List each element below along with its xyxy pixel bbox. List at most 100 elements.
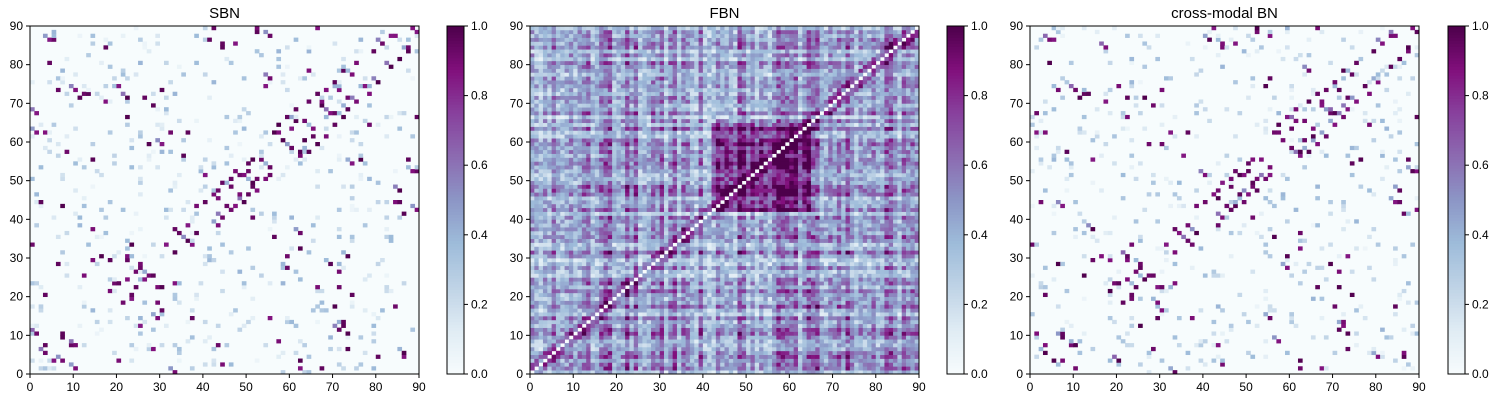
heatmap-cell (539, 289, 544, 293)
heatmap-cell (660, 212, 665, 216)
heatmap-cell (807, 227, 812, 231)
heatmap-cell (556, 362, 561, 366)
heatmap-cell (902, 219, 907, 223)
heatmap-cell (884, 324, 889, 328)
heatmap-cell (729, 355, 734, 359)
heatmap-cell (315, 92, 320, 96)
heatmap-cell (138, 38, 143, 42)
heatmap-cell (612, 331, 617, 335)
heatmap-cell (884, 335, 889, 339)
heatmap-cell (833, 219, 838, 223)
heatmap-cell (569, 355, 574, 359)
heatmap-cell (578, 320, 583, 324)
heatmap-cell (47, 359, 52, 363)
heatmap-cell (828, 289, 833, 293)
heatmap-cell (871, 324, 876, 328)
heatmap-cell (543, 335, 548, 339)
heatmap-cell (733, 208, 738, 212)
heatmap-cell (690, 301, 695, 305)
heatmap-cell (846, 277, 851, 281)
heatmap-cell (815, 343, 820, 347)
heatmap-cell (876, 355, 881, 359)
heatmap-cell (737, 297, 742, 301)
heatmap-cell (902, 266, 907, 270)
heatmap-cell (755, 339, 760, 343)
heatmap-cell (642, 219, 647, 223)
heatmap-cell (134, 26, 139, 30)
heatmap-cell (811, 293, 816, 297)
heatmap-cell (164, 215, 169, 219)
heatmap-cell (902, 308, 907, 312)
heatmap-cell (837, 215, 842, 219)
heatmap-cell (616, 262, 621, 266)
x-tick-label: 0 (27, 380, 34, 394)
heatmap-cell (638, 320, 643, 324)
colorbar-step (447, 116, 464, 119)
heatmap-cell (190, 219, 195, 223)
heatmap-cell (902, 262, 907, 266)
heatmap-cell (625, 324, 630, 328)
colorbar-step (447, 113, 464, 116)
heatmap-cell (863, 223, 868, 227)
heatmap-cell (707, 343, 712, 347)
heatmap-cell (608, 200, 613, 204)
heatmap-cell (871, 235, 876, 239)
heatmap-cell (794, 289, 799, 293)
heatmap-cell (729, 270, 734, 274)
heatmap-cell (802, 200, 807, 204)
heatmap-cell (686, 351, 691, 355)
heatmap-cell (595, 301, 600, 305)
heatmap-cell (759, 277, 764, 281)
heatmap-cell (638, 355, 643, 359)
heatmap-cell (897, 285, 902, 289)
heatmap-cell (712, 262, 717, 266)
heatmap-cell (530, 289, 535, 293)
heatmap-cell (668, 277, 673, 281)
heatmap-cell (858, 347, 863, 351)
heatmap-cell (203, 254, 208, 258)
heatmap-cell (621, 324, 626, 328)
heatmap-cell (846, 223, 851, 227)
heatmap-cell (854, 301, 859, 305)
heatmap-cell (807, 328, 812, 332)
heatmap-cell (763, 254, 768, 258)
heatmap-cell (858, 289, 863, 293)
heatmap-cell (841, 243, 846, 247)
heatmap-cell (828, 281, 833, 285)
heatmap-cell (871, 301, 876, 305)
heatmap-cell (586, 231, 591, 235)
heatmap-cell (742, 212, 747, 216)
heatmap-cell (578, 262, 583, 266)
heatmap-cell (681, 316, 686, 320)
heatmap-cell (578, 281, 583, 285)
heatmap-cell (759, 239, 764, 243)
heatmap-cell (129, 231, 134, 235)
heatmap-cell (742, 312, 747, 316)
heatmap-cell (556, 250, 561, 254)
heatmap-cell (807, 243, 812, 247)
heatmap-cell (565, 285, 570, 289)
heatmap-cell (668, 351, 673, 355)
colorbar-step (447, 107, 464, 110)
heatmap-cell (367, 84, 372, 88)
heatmap-cell (337, 208, 342, 212)
heatmap-cell (547, 196, 552, 200)
heatmap-cell (552, 204, 557, 208)
heatmap-cell (712, 293, 717, 297)
heatmap-cell (712, 308, 717, 312)
heatmap-cell (837, 204, 842, 208)
colorbar-step (447, 229, 464, 232)
heatmap-cell (733, 239, 738, 243)
heatmap-cell (608, 254, 613, 258)
heatmap-cell (871, 243, 876, 247)
heatmap-cell (902, 362, 907, 366)
heatmap-cell (99, 173, 104, 177)
heatmap-cell (350, 130, 355, 134)
heatmap-cell (311, 127, 316, 131)
heatmap-cell (530, 254, 535, 258)
heatmap-cell (733, 331, 738, 335)
heatmap-cell (776, 273, 781, 277)
heatmap-cell (664, 297, 669, 301)
heatmap-cell (720, 366, 725, 370)
heatmap-cell (733, 366, 738, 370)
